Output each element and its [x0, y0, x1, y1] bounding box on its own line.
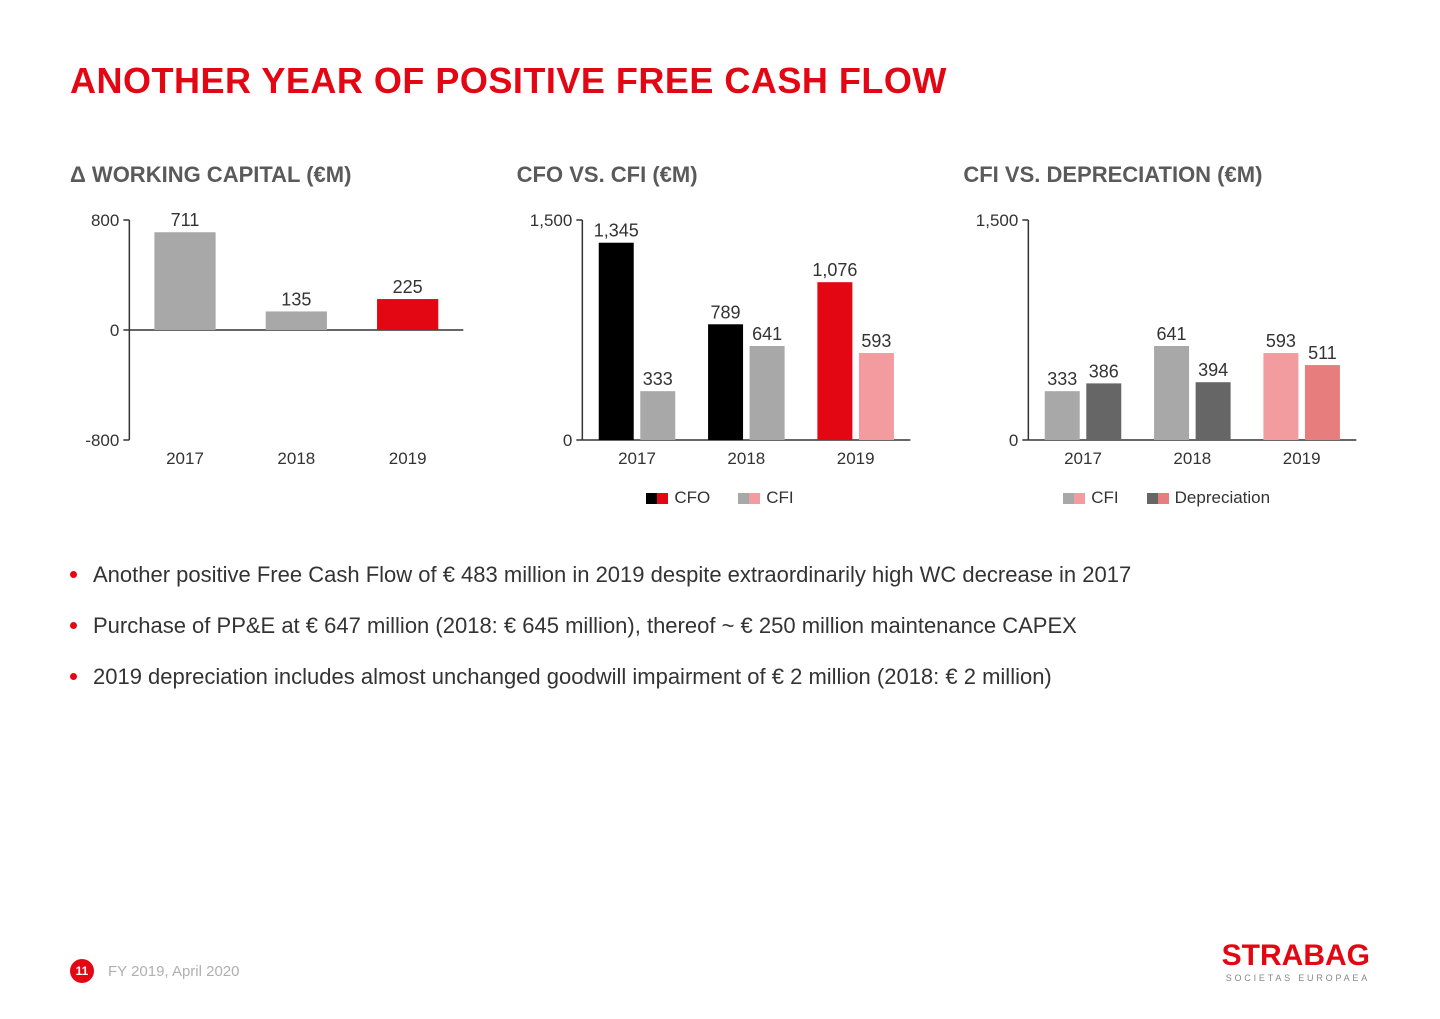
chart2-legend: CFO CFI	[517, 488, 924, 508]
chart-working-capital: Δ WORKING CAPITAL (€M) -800 0 800 711 2017 13…	[70, 162, 477, 508]
chart1-svg: -800 0 800 711 2017 135 2018 225 2019	[70, 200, 477, 480]
charts-row: Δ WORKING CAPITAL (€M) -800 0 800 711 2017 13…	[70, 162, 1370, 508]
logo: STRABAG SOCIETAS EUROPAEA	[1222, 941, 1370, 983]
svg-text:135: 135	[281, 289, 311, 309]
bullet-item: 2019 depreciation includes almost unchan…	[70, 660, 1370, 693]
footer-left: 11 FY 2019, April 2020	[70, 959, 239, 983]
svg-text:394: 394	[1198, 360, 1228, 380]
svg-text:800: 800	[91, 211, 119, 230]
chart1-area: -800 0 800 711 2017 135 2018 225 2019	[70, 200, 477, 480]
svg-text:1,500: 1,500	[529, 211, 572, 230]
chart-cfo-cfi: CFO VS. CFI (€M) 0 1,500 1,345 333 2017 789 64…	[517, 162, 924, 508]
chart3-svg: 0 1,500 333 386 2017 641 394 2018 593 511 2019	[963, 200, 1370, 480]
svg-text:-800: -800	[85, 431, 119, 450]
svg-text:593: 593	[861, 331, 891, 351]
svg-text:2017: 2017	[1064, 449, 1102, 468]
svg-text:225: 225	[393, 277, 423, 297]
chart1-title: Δ WORKING CAPITAL (€M)	[70, 162, 477, 188]
bullet-text: Another positive Free Cash Flow of € 483…	[93, 558, 1131, 591]
legend-item: CFI	[1063, 488, 1118, 508]
logo-main: STRABAG	[1222, 941, 1370, 971]
svg-text:2019: 2019	[836, 449, 874, 468]
chart2-svg: 0 1,500 1,345 333 2017 789 641 2018 1,076 593 2019	[517, 200, 924, 480]
chart3-legend: CFI Depreciation	[963, 488, 1370, 508]
svg-text:2017: 2017	[618, 449, 656, 468]
svg-text:511: 511	[1308, 343, 1337, 363]
svg-text:593: 593	[1266, 331, 1296, 351]
bullet-dot-icon	[70, 673, 77, 680]
svg-text:2018: 2018	[727, 449, 765, 468]
svg-text:2019: 2019	[1283, 449, 1321, 468]
svg-text:2017: 2017	[166, 449, 204, 468]
chart-cfi-depreciation: CFI VS. DEPRECIATION (€M) 0 1,500 333 386 20…	[963, 162, 1370, 508]
footer-text: FY 2019, April 2020	[108, 963, 239, 980]
bullets-list: Another positive Free Cash Flow of € 483…	[70, 558, 1370, 693]
bullet-text: 2019 depreciation includes almost unchan…	[93, 660, 1052, 693]
svg-text:641: 641	[752, 324, 782, 344]
bullet-dot-icon	[70, 622, 77, 629]
svg-text:0: 0	[563, 431, 572, 450]
bullet-item: Purchase of PP&E at € 647 million (2018:…	[70, 609, 1370, 642]
svg-text:333: 333	[642, 369, 672, 389]
svg-text:1,076: 1,076	[812, 260, 857, 280]
svg-text:711: 711	[171, 210, 200, 230]
svg-text:641: 641	[1157, 324, 1187, 344]
bullet-text: Purchase of PP&E at € 647 million (2018:…	[93, 609, 1077, 642]
logo-sub: SOCIETAS EUROPAEA	[1222, 973, 1370, 983]
page-title: ANOTHER YEAR OF POSITIVE FREE CASH FLOW	[70, 60, 1370, 102]
chart2-title: CFO VS. CFI (€M)	[517, 162, 924, 188]
page-number-badge: 11	[70, 959, 94, 983]
svg-text:333: 333	[1048, 369, 1078, 389]
svg-text:1,345: 1,345	[593, 221, 638, 241]
svg-text:1,500: 1,500	[976, 211, 1019, 230]
chart3-area: 0 1,500 333 386 2017 641 394 2018 593 511 2019	[963, 200, 1370, 480]
svg-text:0: 0	[1009, 431, 1018, 450]
chart2-area: 0 1,500 1,345 333 2017 789 641 2018 1,076 593 2019	[517, 200, 924, 480]
svg-text:2018: 2018	[1174, 449, 1212, 468]
bullet-dot-icon	[70, 571, 77, 578]
legend-item: CFI	[738, 488, 793, 508]
svg-text:0: 0	[110, 321, 119, 340]
svg-text:2018: 2018	[277, 449, 315, 468]
legend-item: Depreciation	[1147, 488, 1270, 508]
footer: 11 FY 2019, April 2020 STRABAG SOCIETAS …	[70, 941, 1370, 983]
svg-text:2019: 2019	[389, 449, 427, 468]
svg-text:386: 386	[1089, 361, 1119, 381]
bullet-item: Another positive Free Cash Flow of € 483…	[70, 558, 1370, 591]
chart3-title: CFI VS. DEPRECIATION (€M)	[963, 162, 1370, 188]
svg-text:789: 789	[710, 302, 740, 322]
legend-item: CFO	[646, 488, 710, 508]
